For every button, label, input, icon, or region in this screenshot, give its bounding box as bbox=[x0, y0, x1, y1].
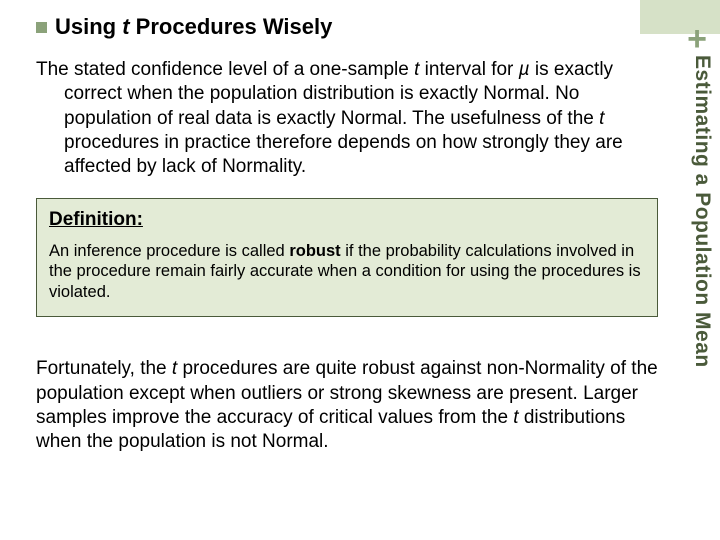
p2-a: Fortunately, the bbox=[36, 358, 172, 379]
slide: + Estimating a Population Mean Using t P… bbox=[0, 0, 720, 540]
content-area: Using t Procedures Wisely The stated con… bbox=[36, 14, 658, 455]
side-label: Estimating a Population Mean bbox=[690, 55, 714, 368]
p1-mu: µ bbox=[519, 59, 530, 80]
heading-lead: Using bbox=[55, 14, 122, 39]
definition-heading: Definition: bbox=[49, 209, 645, 231]
heading-rest: Procedures Wisely bbox=[130, 14, 333, 39]
plus-icon: + bbox=[687, 22, 707, 56]
closing-paragraph: Fortunately, the t procedures are quite … bbox=[36, 357, 658, 454]
bullet-icon bbox=[36, 22, 47, 33]
p1-d: procedures in practice therefore depends… bbox=[64, 132, 623, 177]
intro-paragraph: The stated confidence level of a one-sam… bbox=[64, 58, 658, 180]
def-a: An inference procedure is called bbox=[49, 242, 289, 260]
heading-italic: t bbox=[122, 14, 129, 39]
definition-box: Definition: An inference procedure is ca… bbox=[36, 198, 658, 318]
definition-body: An inference procedure is called robust … bbox=[49, 241, 645, 303]
p1-a: The stated confidence level of a one-sam… bbox=[36, 59, 414, 80]
p1-b: interval for bbox=[419, 59, 518, 80]
p1-t2: t bbox=[599, 108, 604, 129]
def-bold: robust bbox=[289, 242, 340, 260]
slide-heading: Using t Procedures Wisely bbox=[36, 14, 658, 40]
